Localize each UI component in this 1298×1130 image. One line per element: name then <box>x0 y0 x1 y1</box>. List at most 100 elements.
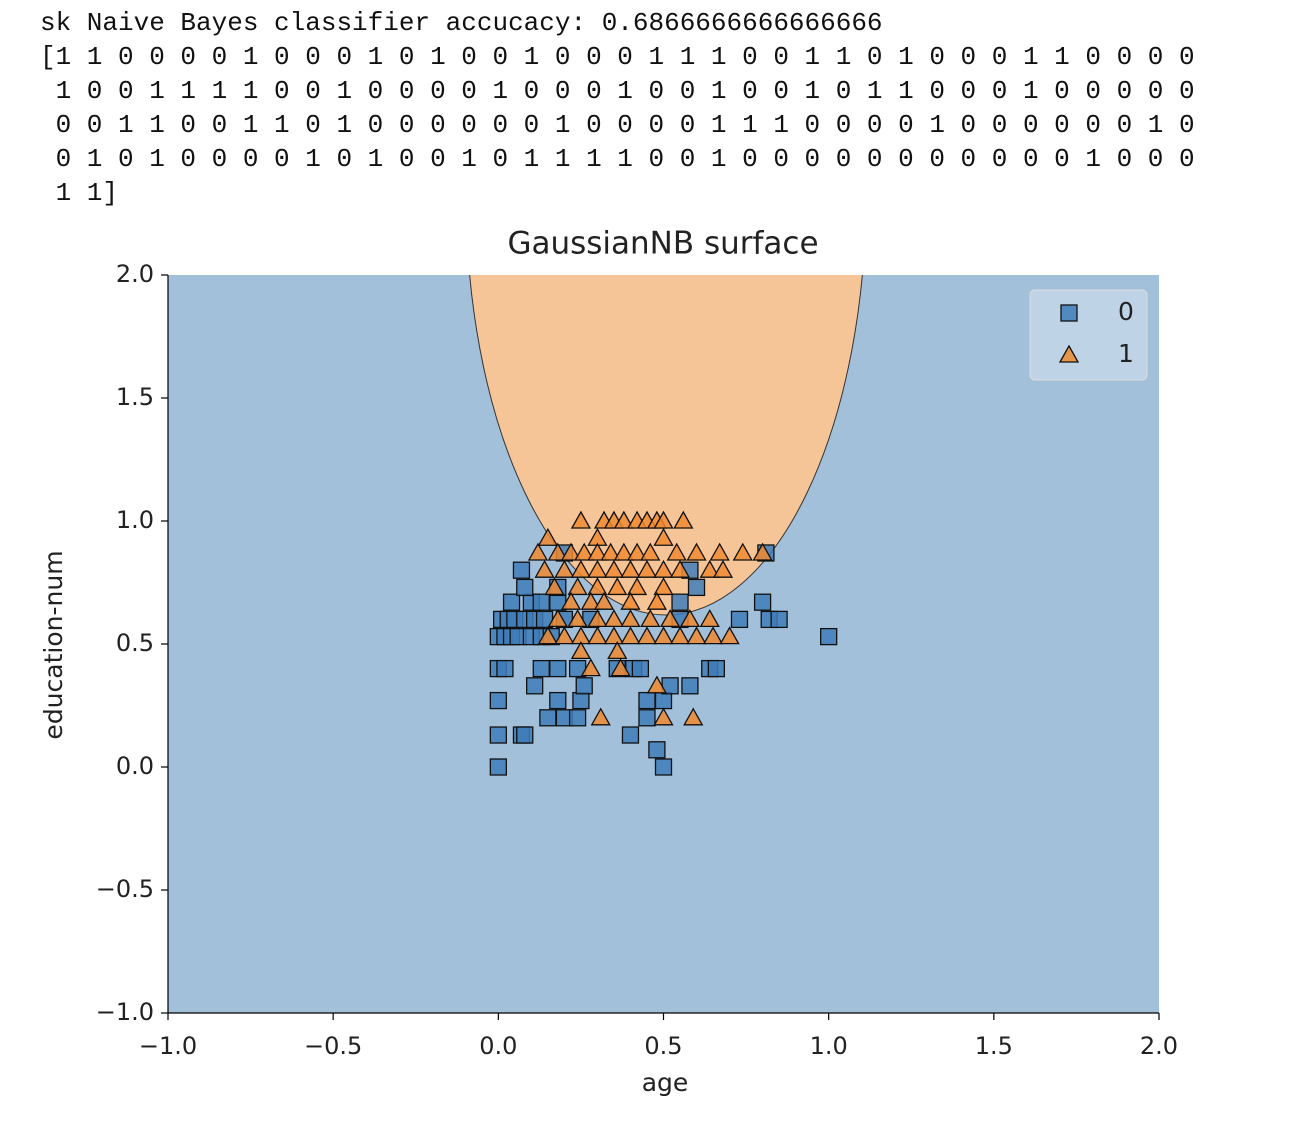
point <box>489 691 507 710</box>
output-line: sk Naive Bayes classifier accucacy: 0.68… <box>40 8 883 38</box>
chart-title: GaussianNB surface <box>507 226 818 262</box>
y-tick-label: 2.0 <box>116 260 154 288</box>
point <box>646 675 668 694</box>
point <box>620 626 641 645</box>
point <box>699 609 720 628</box>
point <box>666 542 687 561</box>
point <box>516 578 534 597</box>
y-tick-label: 1.5 <box>116 383 154 411</box>
point <box>534 559 555 578</box>
x-tick-label: 0.0 <box>479 1032 517 1060</box>
point <box>752 542 773 561</box>
point <box>753 593 772 611</box>
point <box>653 577 674 596</box>
point <box>547 609 568 628</box>
x-tick-label: 1.0 <box>810 1032 848 1060</box>
point <box>702 626 724 645</box>
point <box>673 510 694 529</box>
point <box>636 559 658 578</box>
point <box>502 593 521 611</box>
point <box>636 626 658 645</box>
point <box>681 677 699 695</box>
point <box>574 542 595 561</box>
point <box>699 559 720 578</box>
point <box>575 677 593 695</box>
point <box>489 726 507 744</box>
point <box>631 659 650 678</box>
y-axis-label: education-num <box>39 550 68 739</box>
point <box>547 542 568 561</box>
output-line: 1 0 0 1 1 1 1 0 0 1 0 0 0 0 1 0 0 0 1 0 … <box>40 76 1195 106</box>
point <box>580 658 601 677</box>
point <box>560 542 582 561</box>
legend-marker <box>1058 344 1080 363</box>
point <box>613 510 634 529</box>
point <box>532 659 550 678</box>
x-tick-label: 1.5 <box>975 1032 1013 1060</box>
y-tick-label: 1.0 <box>116 506 154 534</box>
point <box>549 691 567 710</box>
legend-label: 0 <box>1118 297 1134 326</box>
point <box>653 527 674 546</box>
point <box>707 659 726 678</box>
point <box>587 626 608 645</box>
point <box>489 758 507 776</box>
point <box>570 510 592 529</box>
point <box>554 559 575 578</box>
point <box>607 641 628 660</box>
point <box>526 677 544 695</box>
point <box>620 559 641 578</box>
point <box>719 626 740 645</box>
point <box>587 577 608 596</box>
point <box>646 591 668 610</box>
y-tick-label: 0.0 <box>116 752 154 780</box>
point <box>560 591 582 610</box>
y-tick-label: −0.5 <box>96 875 154 903</box>
x-tick-label: −0.5 <box>304 1032 362 1060</box>
output-line: 0 0 1 1 0 0 1 1 0 1 0 0 0 0 0 0 1 0 0 0 … <box>40 110 1195 140</box>
point <box>659 609 681 628</box>
point <box>600 542 621 561</box>
point <box>679 609 701 628</box>
x-tick-label: 2.0 <box>1140 1032 1178 1060</box>
y-tick-label: −1.0 <box>96 998 154 1026</box>
point <box>686 626 707 645</box>
point <box>549 659 567 678</box>
legend-marker <box>1060 304 1078 322</box>
point <box>603 626 625 645</box>
point <box>671 593 689 611</box>
point <box>554 626 575 645</box>
point <box>593 591 615 610</box>
point <box>683 707 704 726</box>
output-line: 1 1] <box>40 178 118 208</box>
point <box>610 658 631 677</box>
legend-box <box>1029 289 1148 381</box>
point <box>653 626 674 645</box>
point <box>603 559 625 578</box>
point <box>687 578 706 597</box>
point <box>686 542 707 561</box>
point <box>567 609 588 628</box>
point <box>570 641 592 660</box>
point <box>621 726 640 744</box>
x-tick-label: −1.0 <box>139 1032 197 1060</box>
point <box>654 758 673 776</box>
point <box>653 707 674 726</box>
point <box>709 542 730 561</box>
x-tick-label: 0.5 <box>644 1032 682 1060</box>
point <box>654 691 673 710</box>
point <box>648 741 666 759</box>
point <box>532 593 550 611</box>
point <box>669 626 691 645</box>
point <box>537 527 558 546</box>
point <box>613 542 634 561</box>
point <box>640 609 661 628</box>
point <box>516 726 534 744</box>
point <box>567 577 588 596</box>
point <box>730 610 749 629</box>
point <box>638 691 656 710</box>
point <box>626 542 648 561</box>
point <box>669 559 691 578</box>
point <box>580 591 601 610</box>
region-class-1 <box>469 275 863 616</box>
